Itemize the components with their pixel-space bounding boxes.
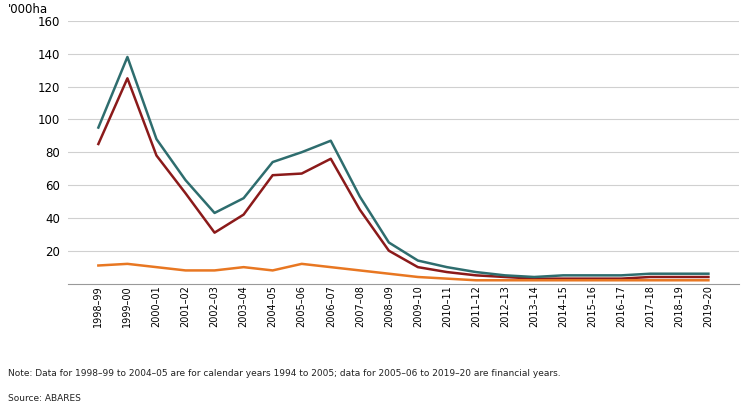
Hardwood — [93, 141, 103, 146]
Total — [443, 265, 452, 270]
Hardwood — [413, 265, 422, 270]
Softwood — [210, 268, 219, 273]
Hardwood — [152, 153, 161, 158]
Hardwood — [297, 171, 306, 176]
Total — [355, 194, 364, 199]
Softwood — [675, 278, 684, 283]
Total — [326, 138, 336, 143]
Softwood — [443, 276, 452, 281]
Hardwood — [471, 273, 480, 278]
Total — [617, 273, 626, 278]
Text: Note: Data for 1998–99 to 2004–05 are for calendar years 1994 to 2005; data for : Note: Data for 1998–99 to 2004–05 are fo… — [8, 369, 560, 378]
Softwood — [355, 268, 364, 273]
Total — [152, 137, 161, 142]
Softwood — [385, 271, 394, 276]
Softwood — [181, 268, 190, 273]
Hardwood — [239, 212, 248, 217]
Total — [587, 273, 596, 278]
Total — [268, 160, 277, 165]
Text: Source: ABARES: Source: ABARES — [8, 394, 81, 403]
Hardwood — [123, 76, 132, 81]
Hardwood — [210, 230, 219, 235]
Softwood — [501, 278, 510, 283]
Hardwood — [355, 207, 364, 212]
Total — [529, 274, 538, 279]
Total — [239, 196, 248, 201]
Line: Hardwood: Hardwood — [98, 78, 709, 279]
Total — [675, 271, 684, 276]
Softwood — [471, 278, 480, 283]
Softwood — [152, 265, 161, 270]
Hardwood — [326, 156, 336, 161]
Hardwood — [645, 274, 654, 279]
Softwood — [297, 261, 306, 266]
Total — [181, 178, 190, 183]
Softwood — [587, 278, 596, 283]
Total — [471, 269, 480, 274]
Total — [704, 271, 713, 276]
Total — [501, 273, 510, 278]
Hardwood — [559, 276, 568, 281]
Hardwood — [675, 274, 684, 279]
Softwood — [704, 278, 713, 283]
Total — [210, 211, 219, 216]
Hardwood — [268, 173, 277, 178]
Softwood — [268, 268, 277, 273]
Total — [645, 271, 654, 276]
Hardwood — [501, 274, 510, 279]
Softwood — [617, 278, 626, 283]
Hardwood — [385, 248, 394, 253]
Line: Total: Total — [98, 57, 709, 277]
Softwood — [123, 261, 132, 266]
Line: Softwood: Softwood — [98, 264, 709, 280]
Softwood — [239, 265, 248, 270]
Total — [559, 273, 568, 278]
Softwood — [529, 278, 538, 283]
Softwood — [326, 265, 336, 270]
Total — [93, 125, 103, 130]
Hardwood — [617, 276, 626, 281]
Hardwood — [704, 274, 713, 279]
Total — [385, 240, 394, 245]
Hardwood — [587, 276, 596, 281]
Hardwood — [181, 191, 190, 196]
Hardwood — [443, 269, 452, 274]
Total — [297, 150, 306, 155]
Softwood — [559, 278, 568, 283]
Total — [123, 55, 132, 60]
Text: '000ha: '000ha — [8, 3, 48, 15]
Softwood — [413, 274, 422, 279]
Softwood — [93, 263, 103, 268]
Hardwood — [529, 276, 538, 281]
Total — [413, 258, 422, 263]
Softwood — [645, 278, 654, 283]
